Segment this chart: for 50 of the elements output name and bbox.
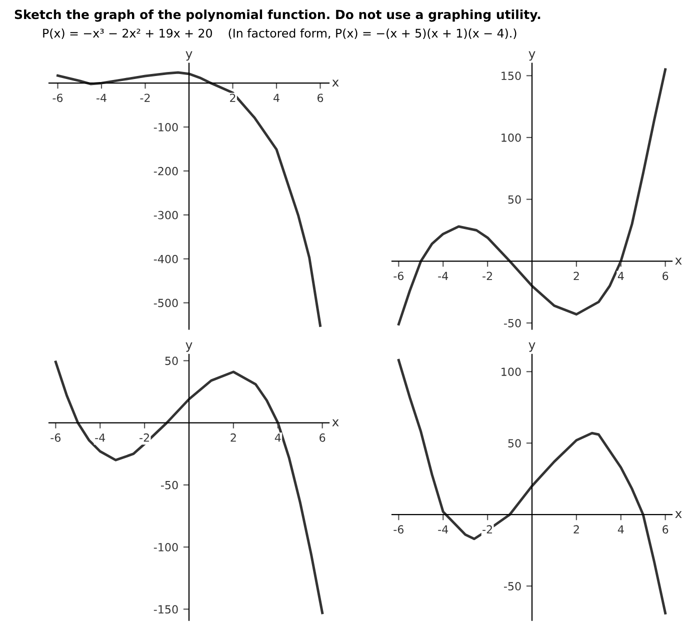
y-tick-label: -500 [154, 298, 178, 308]
x-axis-title: x [332, 419, 339, 426]
x-tick-label: 4 [618, 272, 624, 280]
x-tick-label: -4 [95, 434, 106, 442]
x-tick-label: 6 [662, 272, 668, 280]
x-tick-label: -6 [394, 272, 404, 280]
y-axis-title: y [186, 51, 192, 61]
y-tick-label: -200 [154, 166, 178, 176]
x-tick-label: -2 [140, 433, 149, 442]
y-tick-label: -50 [160, 480, 178, 490]
y-axis-title: y [186, 342, 192, 352]
chart-title: Sketch the graph of the polynomial function. Do not use a graphing utility. [14, 9, 540, 22]
x-axis-title: x [675, 258, 682, 265]
x-tick-label: -6 [394, 525, 404, 534]
y-tick-label: -50 [504, 582, 521, 590]
x-tick-label: 2 [230, 433, 236, 442]
x-tick-label: 4 [274, 94, 280, 102]
y-tick-label: -100 [154, 122, 178, 132]
y-tick-label: 100 [502, 368, 521, 376]
x-tick-label: -4 [438, 525, 448, 534]
x-tick-label: -2 [140, 94, 150, 102]
x-tick-label: 6 [317, 94, 324, 102]
y-tick-label: -300 [154, 210, 178, 220]
x-axis-title: x [332, 80, 339, 87]
x-tick-label: -2 [482, 525, 492, 534]
y-tick-label: -400 [154, 254, 178, 264]
y-tick-label: 50 [165, 356, 178, 366]
x-tick-label: 6 [662, 525, 668, 534]
x-tick-label: -4 [438, 272, 448, 280]
x-tick-label: -6 [52, 94, 63, 102]
y-axis-title: y [528, 51, 536, 61]
y-axis-title: y [528, 342, 536, 352]
x-axis-title: x [675, 511, 682, 518]
y-tick-label: -150 [154, 605, 178, 614]
y-tick-label: -50 [504, 318, 521, 328]
x-tick-label: 2 [230, 94, 236, 102]
x-tick-label: -2 [482, 272, 492, 280]
chart-subtitle: P(x) = −x³ − 2x² + 19x + 20 (In factored form, P(x) = −(x + 5)(x + 1)(x − 4).) [43, 28, 516, 40]
y-tick-label: 50 [508, 439, 521, 448]
x-tick-label: 2 [574, 525, 579, 534]
x-tick-label: 4 [618, 525, 624, 534]
y-tick-label: -100 [154, 543, 178, 552]
y-tick-label: 150 [502, 72, 521, 80]
x-tick-label: 4 [274, 434, 281, 442]
x-tick-label: 2 [574, 272, 579, 280]
x-tick-label: 6 [320, 433, 326, 442]
x-tick-label: -6 [50, 433, 61, 442]
y-tick-label: 50 [508, 195, 521, 204]
x-tick-label: -4 [96, 94, 106, 102]
y-tick-label: 100 [502, 133, 521, 142]
